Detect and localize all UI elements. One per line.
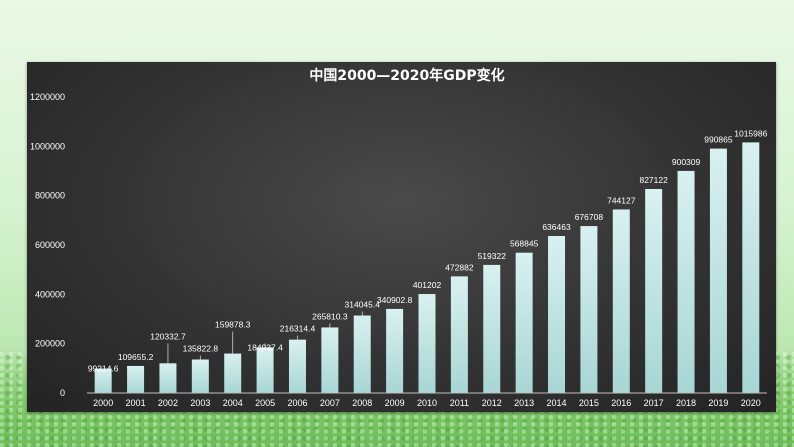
x-tick-label: 2010	[417, 398, 437, 408]
data-label: 120332.7	[150, 331, 186, 341]
data-label: 135822.8	[183, 343, 219, 353]
bar	[612, 209, 630, 393]
bar-series: 99214.6 109655.2 120332.7 135822.8 159878.3 1…	[88, 128, 768, 393]
data-label: 676708	[575, 212, 604, 222]
x-tick-label: 2008	[352, 398, 372, 408]
data-label: 159878.3	[215, 320, 251, 330]
x-tick-label: 2013	[514, 398, 534, 408]
data-label: 401202	[413, 280, 442, 290]
data-label: 636463	[542, 222, 571, 232]
y-tick-label: 1200000	[30, 92, 65, 102]
bar	[742, 142, 760, 393]
y-tick-label: 600000	[35, 240, 65, 250]
x-tick-label: 2004	[223, 398, 243, 408]
x-tick-label: 2012	[482, 398, 502, 408]
x-tick-label: 2006	[287, 398, 307, 408]
bar	[191, 359, 209, 393]
y-tick-label: 1000000	[30, 141, 65, 151]
bar	[515, 252, 533, 393]
bar	[353, 315, 371, 393]
y-tick-label: 400000	[35, 289, 65, 299]
data-label: 519322	[478, 251, 507, 261]
data-label: 990865	[704, 135, 733, 145]
x-tick-label: 2002	[158, 398, 178, 408]
bar	[256, 347, 274, 393]
x-tick-label: 2016	[611, 398, 631, 408]
data-label: 568845	[510, 239, 539, 249]
bar	[159, 363, 177, 393]
data-label: 472882	[445, 262, 474, 272]
y-tick-label: 200000	[35, 339, 65, 349]
bar	[321, 327, 339, 393]
x-tick-label: 2014	[547, 398, 567, 408]
x-tick-label: 2007	[320, 398, 340, 408]
bar	[483, 264, 501, 393]
y-axis: 0 200000 400000 600000 800000 1000000 1200000	[30, 92, 65, 398]
bar	[580, 226, 598, 393]
data-label: 216314.4	[280, 324, 316, 334]
bar	[224, 353, 242, 393]
bar	[548, 236, 566, 393]
bar	[645, 188, 663, 393]
x-tick-label: 2003	[190, 398, 210, 408]
data-label: 744127	[607, 195, 636, 205]
data-label: 827122	[639, 175, 668, 185]
y-tick-label: 800000	[35, 191, 65, 201]
x-tick-label: 2009	[385, 398, 405, 408]
x-tick-label: 2015	[579, 398, 599, 408]
data-label: 109655.2	[118, 352, 154, 362]
x-tick-label: 2011	[450, 398, 469, 408]
data-label: 340902.8	[377, 295, 413, 305]
data-label: 184937.4	[247, 342, 283, 352]
x-tick-label: 2019	[708, 398, 728, 408]
bar	[288, 339, 306, 393]
bar	[127, 365, 145, 393]
data-label: 99214.6	[88, 364, 119, 374]
data-label: 1015986	[734, 128, 767, 138]
data-label: 265810.3	[312, 311, 348, 321]
bar	[94, 368, 112, 393]
bar	[450, 276, 468, 393]
x-tick-label: 2018	[676, 398, 696, 408]
x-axis: 2000 2001 2002 2003 2004 2005 2006 2007 2008 2009…	[87, 392, 767, 408]
x-tick-label: 2017	[644, 398, 664, 408]
x-tick-label: 2001	[126, 398, 146, 408]
data-label: 900309	[672, 157, 701, 167]
chart-panel: 中国2000—2020年GDP变化 0 200000 400000 600000 800…	[27, 62, 776, 412]
x-tick-label: 2000	[93, 398, 113, 408]
data-label: 314045.4	[345, 300, 381, 310]
bar	[386, 308, 404, 393]
bar	[418, 294, 436, 393]
bar	[677, 170, 695, 393]
chart-title: 中国2000—2020年GDP变化	[309, 67, 504, 84]
y-tick-label: 0	[60, 388, 65, 398]
gdp-bar-chart: 中国2000—2020年GDP变化 0 200000 400000 600000 800…	[30, 67, 768, 408]
x-tick-label: 2020	[741, 398, 761, 408]
x-tick-label: 2005	[255, 398, 275, 408]
bar	[709, 148, 727, 393]
